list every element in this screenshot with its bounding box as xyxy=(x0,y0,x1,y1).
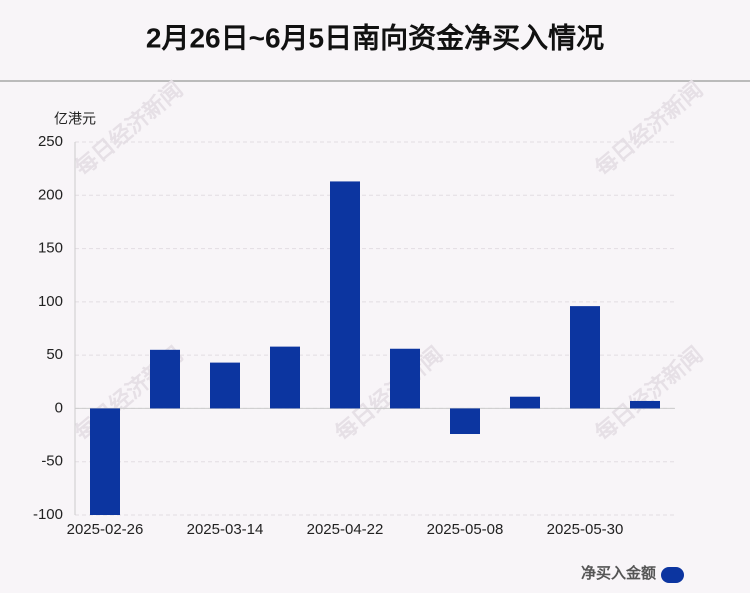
x-tick-label: 2025-05-30 xyxy=(547,521,624,538)
x-tick-label: 2025-04-22 xyxy=(307,521,384,538)
bar xyxy=(450,408,480,435)
y-tick-label: -50 xyxy=(41,453,63,470)
legend-swatch xyxy=(661,567,684,583)
bar xyxy=(90,408,120,515)
y-tick-label: 250 xyxy=(38,133,63,150)
y-unit: 亿港元 xyxy=(54,111,96,127)
x-tick-label: 2025-05-08 xyxy=(427,521,504,538)
y-tick-label: -100 xyxy=(33,506,63,523)
y-tick-label: 100 xyxy=(38,293,63,310)
chart-title: 2月26日~6月5日南向资金净买入情况 xyxy=(146,21,604,53)
x-tick-label: 2025-03-14 xyxy=(187,521,264,538)
x-tick-label: 2025-02-26 xyxy=(67,521,144,538)
bar xyxy=(630,400,660,409)
legend-label: 净买入金额 xyxy=(581,564,656,582)
bar xyxy=(150,349,180,409)
bar xyxy=(270,346,300,409)
bar xyxy=(330,181,360,409)
bar xyxy=(570,306,600,409)
bar xyxy=(510,396,540,409)
bar xyxy=(390,348,420,409)
y-tick-label: 200 xyxy=(38,186,63,203)
bar xyxy=(210,362,240,409)
y-tick-label: 50 xyxy=(46,346,63,363)
y-tick-label: 150 xyxy=(38,240,63,257)
y-tick-label: 0 xyxy=(55,399,63,416)
